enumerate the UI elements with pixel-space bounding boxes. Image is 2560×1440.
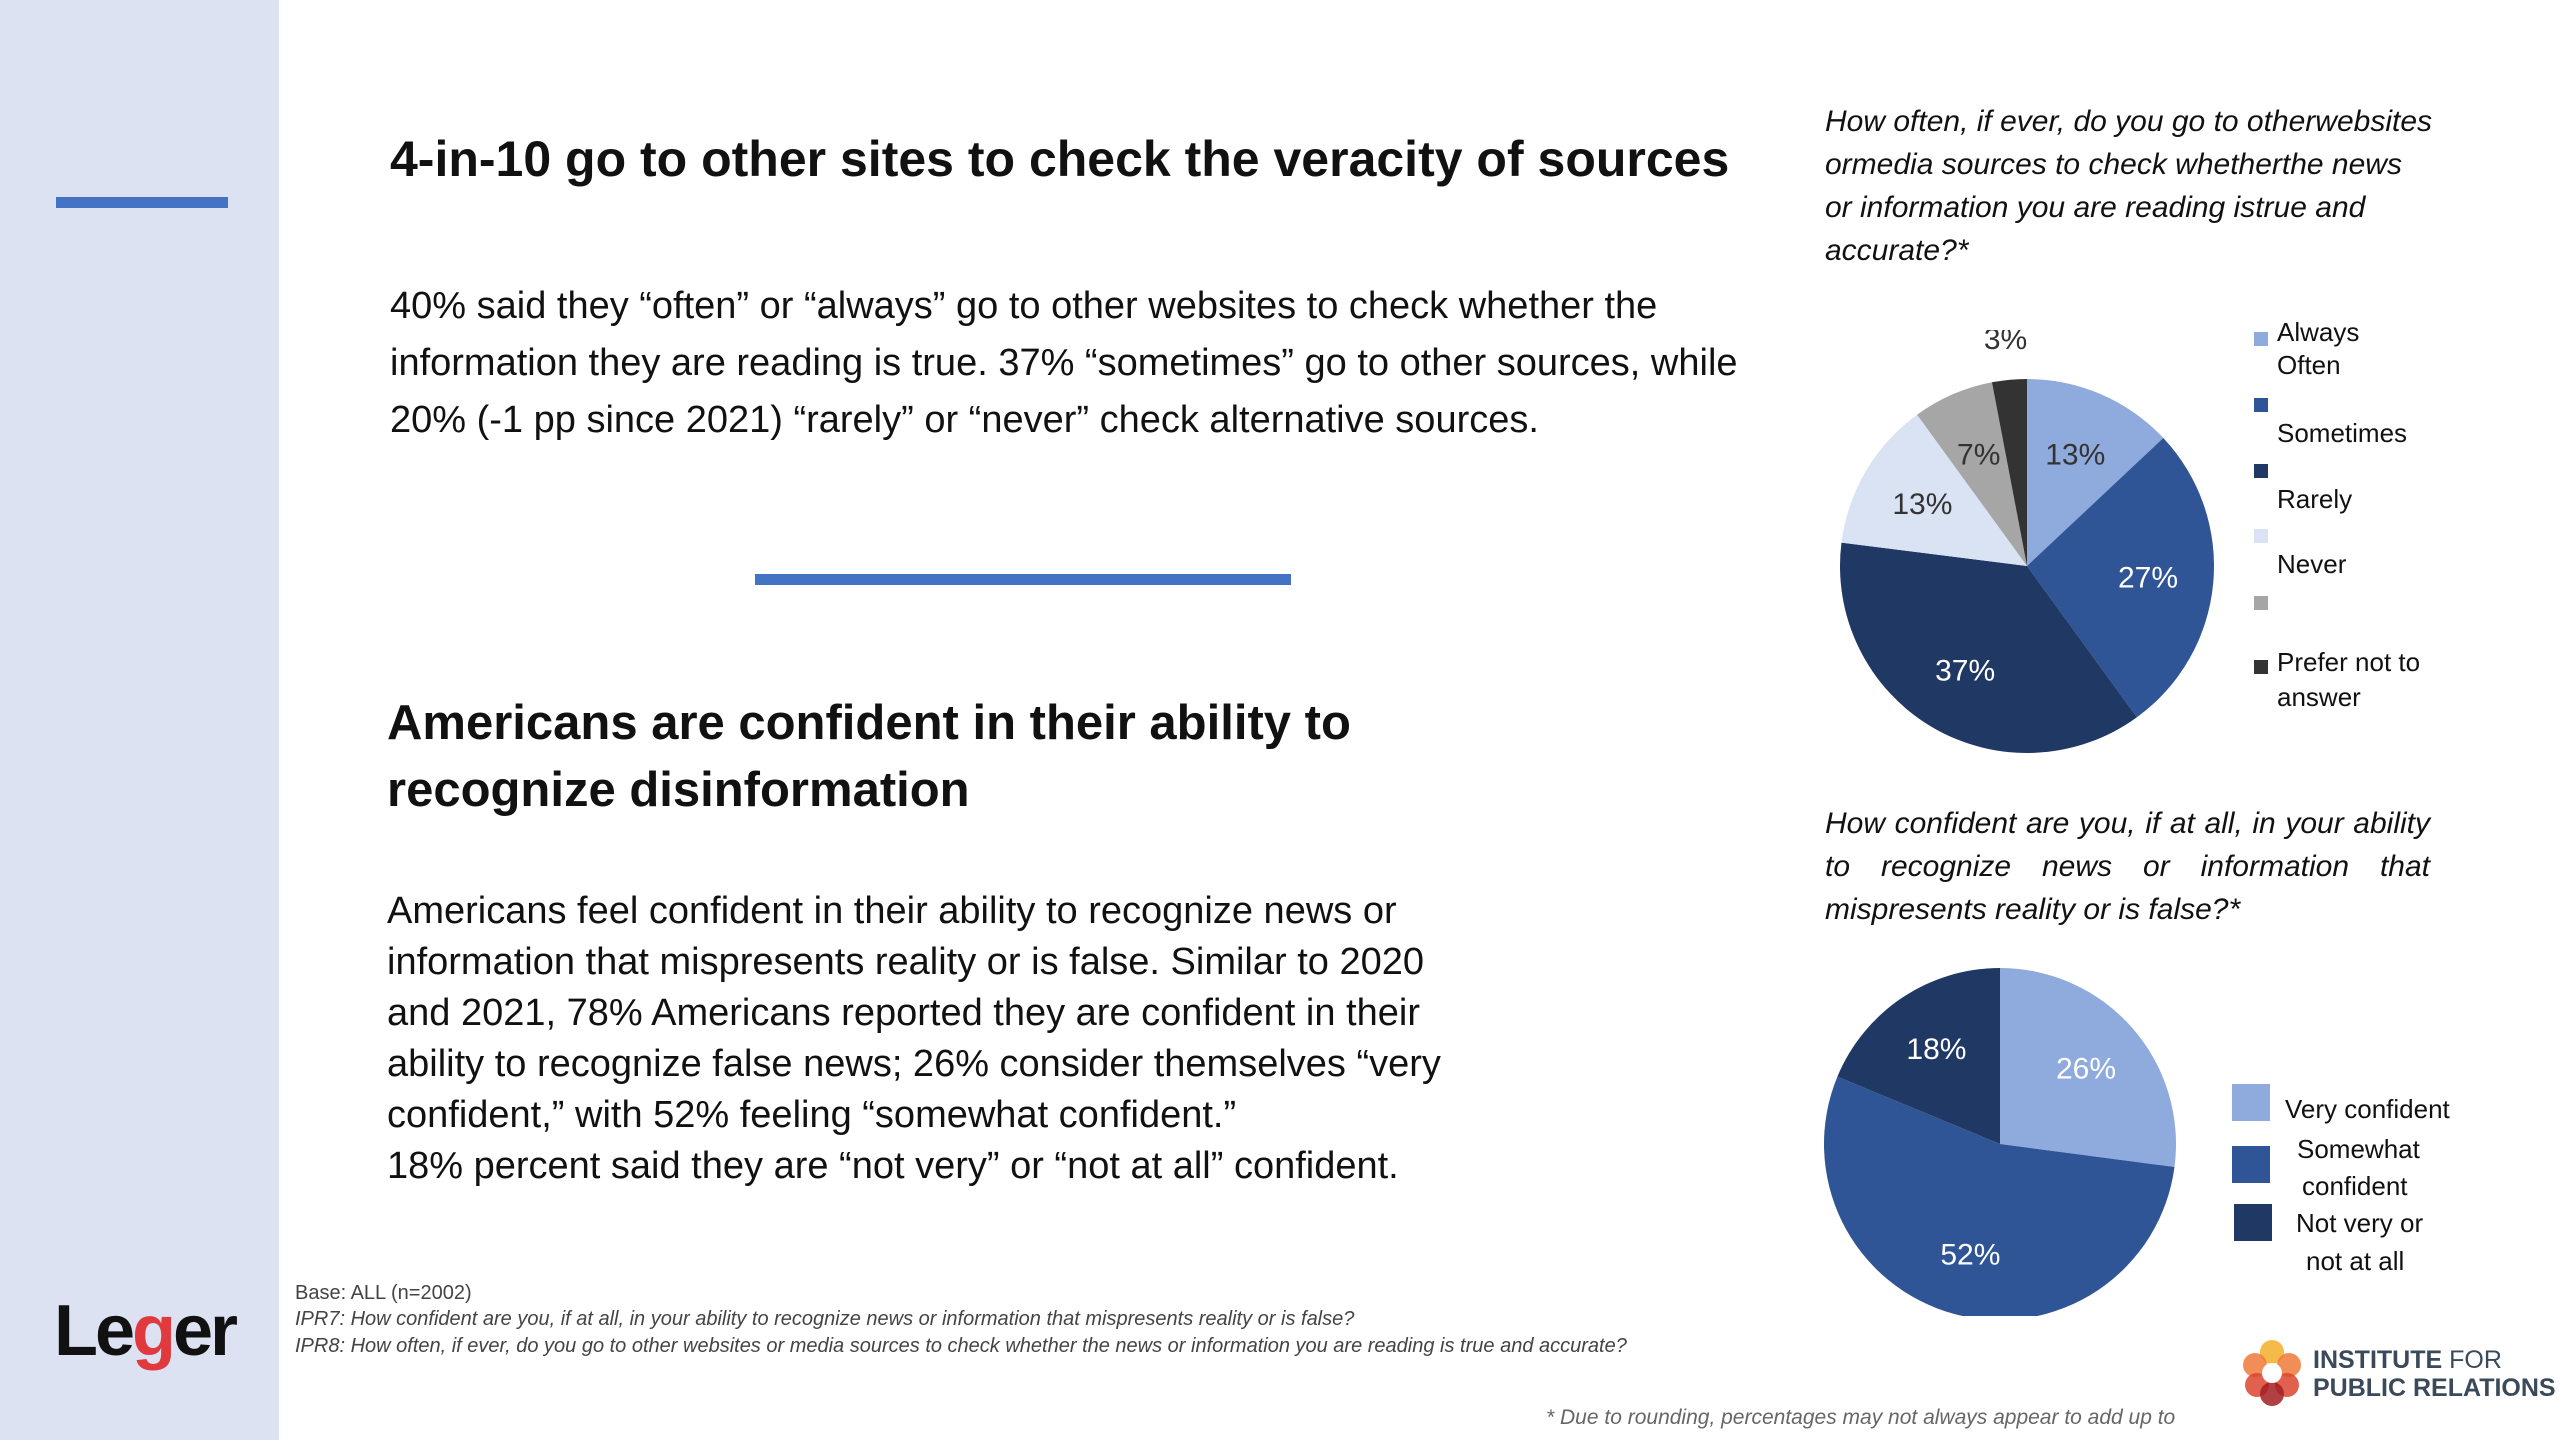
legend-label-always: Always — [2277, 317, 2360, 347]
data-label: 13% — [2045, 438, 2105, 471]
legend-swatch-somewhat-confident — [2232, 1146, 2270, 1183]
footnote-ipr8: IPR8: How often, if ever, do you go to o… — [295, 1335, 1627, 1357]
legend-swatch-always-often — [2254, 332, 2268, 346]
body-line: ability to recognize false news; 26% con… — [387, 1043, 1441, 1085]
legend-swatch-prefer-not — [2254, 660, 2268, 674]
chart2-question: How confident are you, if at all, in you… — [1825, 807, 2430, 926]
legend-label-never: Never — [2277, 549, 2347, 579]
ipr-logo-text: INSTITUTE FOR PUBLIC RELATIONS — [2313, 1346, 2556, 1402]
pie-slice-rarely — [1840, 542, 2137, 753]
leger-logo: Leger — [54, 1291, 238, 1371]
pie-slice-always-often — [2027, 379, 2164, 566]
legend-label-not-at-all: not at all — [2306, 1246, 2405, 1276]
footnote-base: Base: ALL (n=2002) — [295, 1282, 472, 1304]
legend-swatch-never — [2254, 529, 2268, 543]
pie-slice-very-confident — [2000, 968, 2176, 1167]
body-line: Americans feel confident in their abilit… — [387, 890, 1397, 932]
accent-bar — [56, 197, 228, 208]
section2-title: Americans are confident in their ability… — [387, 696, 1351, 817]
legend-swatch-not-very — [2234, 1204, 2272, 1241]
legend-swatch-gray — [2254, 596, 2268, 610]
legend-label-often: Often — [2277, 350, 2341, 380]
legend-label-very-confident: Very confident — [2285, 1094, 2450, 1124]
pie-slice-not-very-or-not-at-all — [1837, 968, 2000, 1144]
ipr-logo-line1: INSTITUTE — [2313, 1346, 2443, 1374]
legend-label-rarely: Rarely — [2277, 484, 2353, 514]
legend-label-confident: confident — [2302, 1171, 2408, 1201]
body-line: confident,” with 52% feeling “somewhat c… — [387, 1094, 1237, 1136]
legend-swatch-very-confident — [2232, 1084, 2270, 1121]
data-label: 52% — [1940, 1239, 2000, 1272]
data-label: 7% — [1957, 438, 2000, 471]
pie-slice-prefer-not-to-answer — [1991, 379, 2027, 566]
footnote-ipr7: IPR7: How confident are you, if at all, … — [295, 1308, 1355, 1330]
data-label: 26% — [2056, 1053, 2116, 1086]
legend-label-answer: answer — [2277, 682, 2361, 712]
chart1-question: How often, if ever, do you go to otherwe… — [1825, 105, 2433, 267]
pie-slice-never — [1841, 414, 2027, 566]
divider — [755, 574, 1291, 585]
legend-swatch-rarely — [2254, 464, 2268, 478]
section2-body: Americans feel confident in their abilit… — [387, 886, 1587, 1192]
ipr-logo-icon — [2243, 1340, 2301, 1406]
body-line: and 2021, 78% Americans reported they ar… — [387, 992, 1420, 1034]
pie-chart-frequency: 13%27%37%13%7%3% — [1840, 330, 2214, 753]
data-label: 37% — [1935, 655, 1995, 688]
data-label: 18% — [1906, 1033, 1966, 1066]
legend-label-sometimes: Sometimes — [2277, 418, 2408, 448]
data-label: 27% — [2118, 561, 2178, 594]
data-label: 13% — [1892, 488, 1952, 521]
data-label: 3% — [1984, 330, 2027, 356]
ipr-logo-line1-light: FOR — [2442, 1346, 2502, 1374]
body-line: 18% percent said they are “not very” or … — [387, 1145, 1399, 1187]
legend-label-somewhat: Somewhat — [2297, 1134, 2420, 1164]
pie-slice-sometimes — [2027, 437, 2214, 718]
pie-slice-unlabeled — [1917, 382, 2027, 566]
legend-label-not-very: Not very or — [2296, 1208, 2424, 1238]
section1-title: 4-in-10 go to other sites to check the v… — [390, 131, 1730, 187]
pie-chart-confidence: 26% 52% 18% — [1824, 968, 2176, 1316]
sidebar: Leger — [0, 0, 279, 1440]
pie-slice-somewhat-confident — [1824, 1076, 2175, 1316]
rounding-note: * Due to rounding, percentages may not a… — [1546, 1406, 2176, 1429]
section1-body: 40% said they “often” or “always” go to … — [390, 285, 1738, 441]
legend-swatch-sometimes — [2254, 398, 2268, 412]
body-line: information that mispresents reality or … — [387, 941, 1424, 983]
ipr-logo-line2: PUBLIC RELATIONS — [2313, 1374, 2556, 1402]
legend-label-prefer: Prefer not to — [2277, 647, 2421, 677]
